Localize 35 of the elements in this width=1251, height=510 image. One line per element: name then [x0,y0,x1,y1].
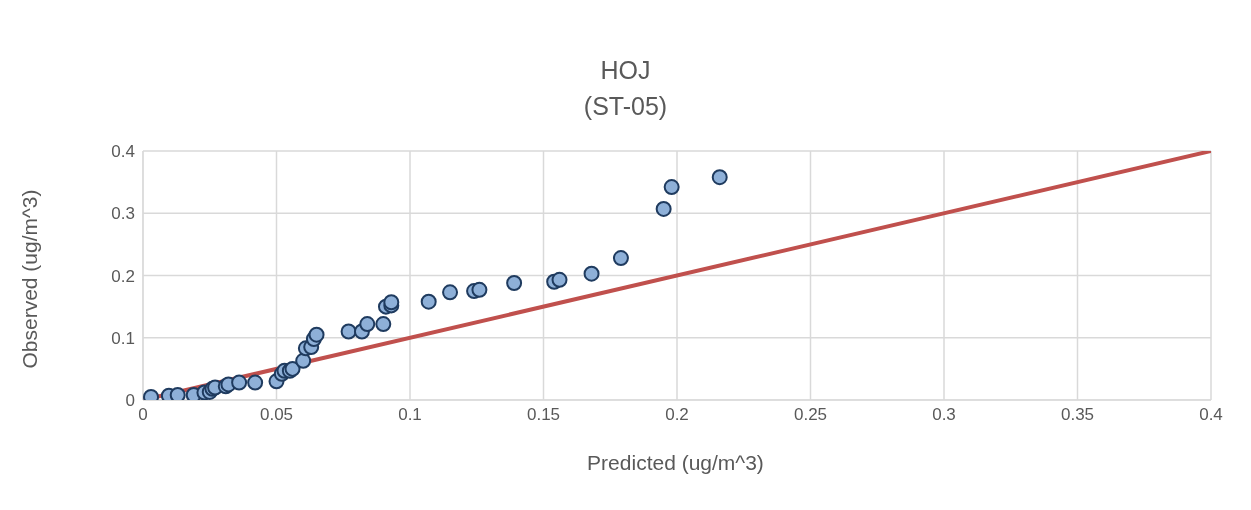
x-tick-label: 0.05 [259,405,294,425]
point [247,374,264,391]
point [506,274,523,291]
point [612,250,629,267]
x-tick-label: 0.1 [398,405,422,425]
x-tick-label: 0.4 [1199,405,1223,425]
point [551,271,568,288]
point [308,326,325,343]
point [359,316,376,333]
x-tick-label: 0.15 [526,405,561,425]
point [340,323,357,340]
point [375,316,392,333]
point [231,374,248,391]
x-tick-label: 0 [138,405,148,425]
x-tick-label: 0.35 [1060,405,1095,425]
point [583,265,600,282]
y-tick-label: 0.3 [111,204,135,224]
y-tick-label: 0.2 [111,266,135,286]
y-tick-label: 0 [125,391,135,411]
chart-subtitle: (ST-05) [582,91,669,122]
point [169,387,186,400]
y-tick-label: 0.1 [111,328,135,348]
point [442,284,459,301]
y-tick-label: 0.4 [111,142,135,162]
point [471,281,488,298]
x-tick-label: 0.3 [932,405,956,425]
x-axis-title: Predicted (ug/m^3) [586,451,765,475]
y-axis-title: Observed (ug/m^3) [18,189,42,369]
point [655,200,672,217]
point [420,293,437,310]
x-tick-label: 0.2 [665,405,689,425]
point [711,169,728,186]
point [663,179,680,196]
x-tick-label: 0.25 [793,405,828,425]
chart-title: HOJ [599,55,652,86]
